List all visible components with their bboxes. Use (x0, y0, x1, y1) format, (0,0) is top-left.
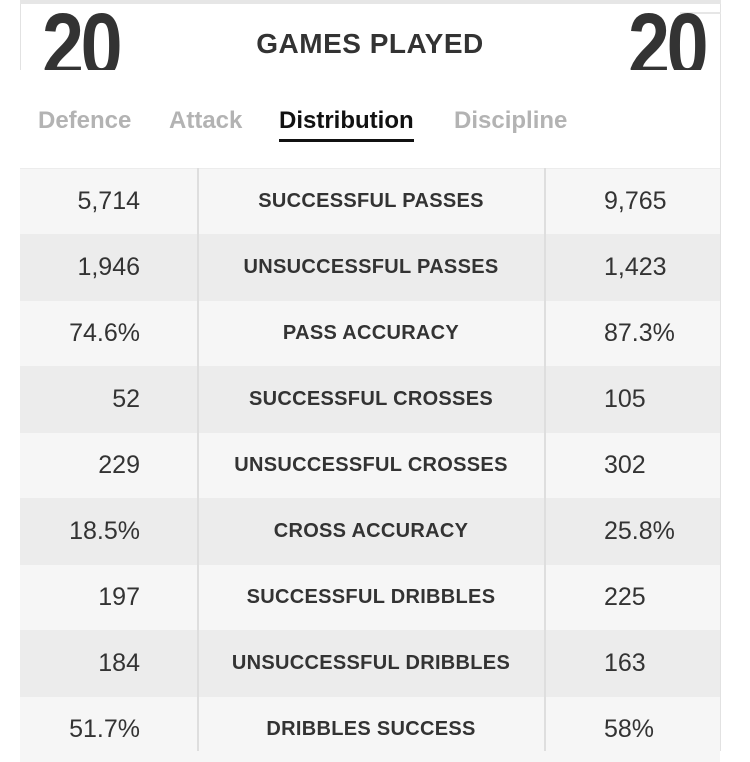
tab-attack[interactable]: Attack (169, 107, 243, 134)
table-row: 52 SUCCESSFUL CROSSES 105 (20, 366, 720, 432)
left-value: 229 (98, 451, 140, 479)
stat-label: SUCCESSFUL DRIBBLES (246, 586, 496, 608)
stat-label: PASS ACCURACY (282, 322, 460, 344)
right-value: 25.8% (604, 517, 675, 545)
tab-discipline[interactable]: Discipline (454, 107, 568, 134)
tab-defence[interactable]: Defence (38, 107, 132, 134)
stat-label: UNSUCCESSFUL PASSES (243, 256, 499, 278)
stats-table: 5,714 SUCCESSFUL PASSES 9,765 1,946 UNSU… (20, 168, 720, 762)
table-row: 51.7% DRIBBLES SUCCESS 58% (20, 696, 720, 762)
right-value: 58% (604, 715, 655, 743)
stat-label: SUCCESSFUL PASSES (258, 190, 484, 212)
right-value: 105 (604, 385, 646, 413)
table-row: 184 UNSUCCESSFUL DRIBBLES 163 (20, 630, 720, 696)
right-value: 9,765 (604, 187, 667, 215)
table-row: 18.5% CROSS ACCURACY 25.8% (20, 498, 720, 564)
stat-category-tabs: Defence Attack Distribution Discipline (20, 70, 720, 168)
games-played-label: GAMES PLAYED (256, 28, 484, 59)
right-value: 87.3% (604, 319, 675, 347)
left-value: 197 (98, 583, 140, 611)
stat-label: CROSS ACCURACY (273, 520, 469, 542)
left-value: 18.5% (69, 517, 140, 545)
top-divider-right (680, 12, 721, 14)
table-row: 1,946 UNSUCCESSFUL PASSES 1,423 (20, 234, 720, 300)
stat-label: UNSUCCESSFUL CROSSES (234, 454, 508, 476)
table-row: 197 SUCCESSFUL DRIBBLES 225 (20, 564, 720, 630)
table-row: 74.6% PASS ACCURACY 87.3% (20, 300, 720, 366)
right-value: 225 (604, 583, 646, 611)
stat-label: DRIBBLES SUCCESS (266, 718, 476, 740)
top-divider (20, 0, 721, 4)
left-value: 184 (98, 649, 140, 677)
games-played-header: 20 GAMES PLAYED 20 (20, 0, 720, 92)
left-value: 74.6% (69, 319, 140, 347)
left-value: 52 (112, 385, 140, 413)
right-value: 163 (604, 649, 646, 677)
table-row: 229 UNSUCCESSFUL CROSSES 302 (20, 432, 720, 498)
table-row: 5,714 SUCCESSFUL PASSES 9,765 (20, 168, 720, 234)
left-value: 1,946 (77, 253, 140, 281)
stat-label: SUCCESSFUL CROSSES (249, 388, 493, 410)
left-value: 5,714 (77, 187, 140, 215)
right-value: 1,423 (604, 253, 667, 281)
right-value: 302 (604, 451, 646, 479)
column-divider-right (544, 168, 546, 751)
tab-distribution[interactable]: Distribution (279, 107, 414, 142)
left-value: 51.7% (69, 715, 140, 743)
column-divider-left (197, 168, 199, 751)
stat-label: UNSUCCESSFUL DRIBBLES (231, 652, 511, 674)
